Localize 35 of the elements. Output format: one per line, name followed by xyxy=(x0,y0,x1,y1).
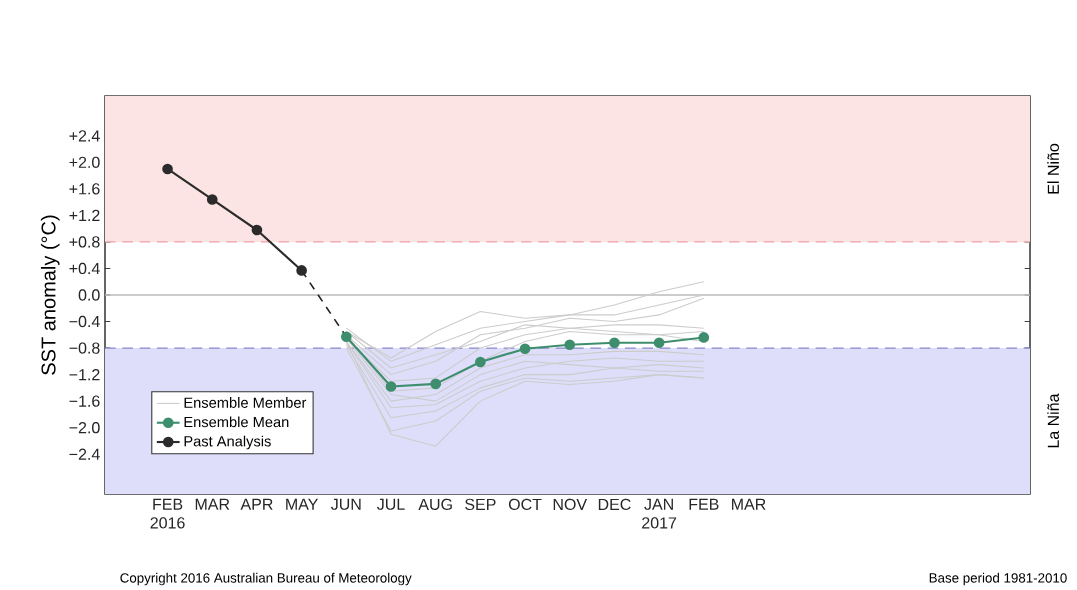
y-tick-label: +1.6 xyxy=(69,183,100,195)
band-label: La Niña xyxy=(1047,393,1059,448)
y-tick-label: 0.0 xyxy=(78,289,100,301)
x-tick-label: OCT xyxy=(508,498,542,511)
y-tick-label: +1.2 xyxy=(69,209,100,221)
y-tick-label: −1.6 xyxy=(69,395,100,407)
x-tick-label: SEP xyxy=(465,498,496,511)
y-tick-label: +2.4 xyxy=(69,130,100,142)
y-tick-label: −2.0 xyxy=(69,422,100,434)
x-tick-label: APR xyxy=(240,498,273,510)
legend-label: Ensemble Member xyxy=(184,397,307,408)
x-tick-label: MAR xyxy=(732,498,766,510)
legend-label: Ensemble Mean xyxy=(184,416,289,428)
x-tick-label: JAN 2017 xyxy=(642,498,677,529)
x-tick-label: FEB xyxy=(689,498,719,510)
x-tick-label: NOV xyxy=(553,498,588,511)
y-tick-label: +0.8 xyxy=(69,236,100,248)
y-tick-label: +2.0 xyxy=(69,156,100,168)
x-tick-label: FEB 2016 xyxy=(150,498,185,529)
x-tick-label: MAR xyxy=(195,498,230,510)
x-tick-label: AUG xyxy=(418,498,452,511)
y-axis-title: SST anomaly (°C) xyxy=(40,215,60,375)
y-tick-label: −0.8 xyxy=(69,342,100,354)
y-tick-label: −1.2 xyxy=(69,369,100,381)
x-tick-label: JUN xyxy=(331,498,361,510)
y-tick-label: +0.4 xyxy=(69,262,100,275)
text: Base period 1981-2010 xyxy=(929,572,1067,586)
band-label: El Niño xyxy=(1047,143,1059,194)
y-tick-label: −2.4 xyxy=(69,448,100,460)
x-tick-label: JUL xyxy=(377,498,405,510)
legend-label: Past Analysis xyxy=(184,435,271,450)
text: Copyright 2016 Australian Bureau of Meteorology xyxy=(120,572,412,586)
x-tick-label: MAY xyxy=(286,498,319,510)
x-tick-label: DEC xyxy=(598,498,631,511)
y-tick-label: −0.4 xyxy=(69,315,100,328)
